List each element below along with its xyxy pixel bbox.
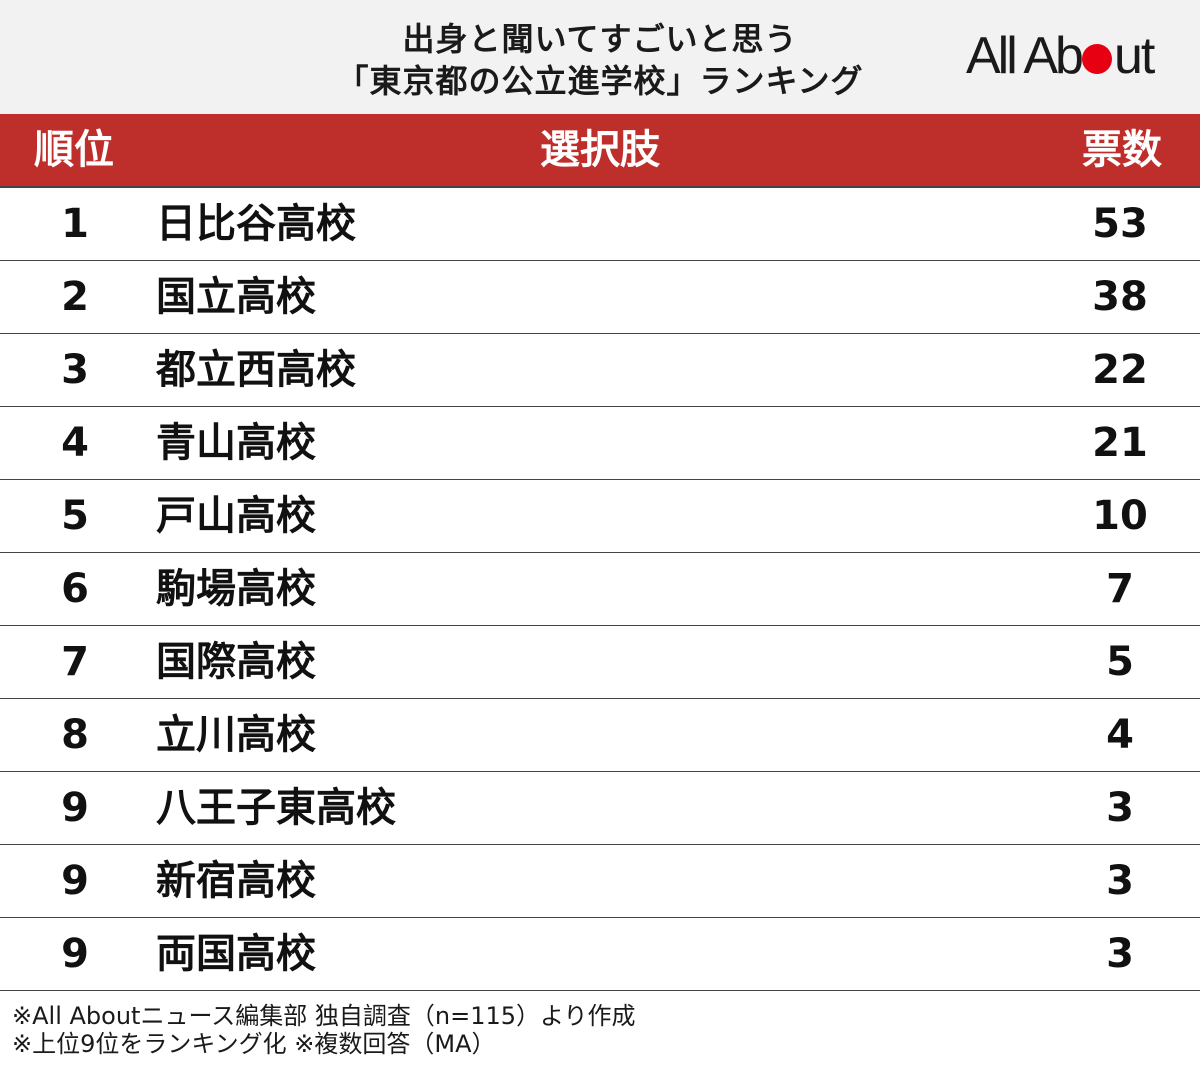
allabout-logo: All Ab ut [966, 27, 1155, 85]
footnotes: ※All Aboutニュース編集部 独自調査（n=115）より作成 ※上位9位を… [12, 1002, 636, 1058]
column-header-rank: 順位 [34, 127, 114, 173]
logo-red-dot-icon [1081, 44, 1112, 74]
table-row: 5 戸山高校 10 [0, 480, 1200, 553]
rank-cell: 1 [61, 201, 89, 247]
school-name-cell: 戸山高校 [156, 493, 316, 539]
school-name-cell: 八王子東高校 [156, 785, 396, 831]
votes-cell: 21 [1092, 420, 1148, 466]
votes-cell: 22 [1092, 347, 1148, 393]
title-line-1: 出身と聞いてすごいと思う [402, 20, 798, 58]
table-row: 3 都立西高校 22 [0, 334, 1200, 407]
rank-cell: 6 [61, 566, 89, 612]
table-row: 6 駒場高校 7 [0, 553, 1200, 626]
footnote-survey-source: ※All Aboutニュース編集部 独自調査（n=115）より作成 [12, 1002, 636, 1030]
table-row: 7 国際高校 5 [0, 626, 1200, 699]
logo-text-end: ut [1113, 27, 1155, 85]
ranking-table-body: 1 日比谷高校 53 2 国立高校 38 3 都立西高校 22 4 青山高校 2… [0, 186, 1200, 991]
school-name-cell: 両国高校 [156, 931, 316, 977]
page-title: 出身と聞いてすごいと思う 「東京都の公立進学校」ランキング [0, 18, 1200, 102]
school-name-cell: 国際高校 [156, 639, 316, 685]
school-name-cell: 青山高校 [156, 420, 316, 466]
rank-cell: 9 [61, 931, 89, 977]
column-header-choice: 選択肢 [540, 127, 660, 173]
rank-cell: 9 [61, 858, 89, 904]
school-name-cell: 新宿高校 [156, 858, 316, 904]
school-name-cell: 駒場高校 [156, 566, 316, 612]
table-row: 2 国立高校 38 [0, 261, 1200, 334]
footnote-ranking-note: ※上位9位をランキング化 ※複数回答（MA） [12, 1030, 496, 1058]
school-name-cell: 立川高校 [156, 712, 316, 758]
title-line-2: 「東京都の公立進学校」ランキング [336, 62, 864, 100]
votes-cell: 10 [1092, 493, 1148, 539]
column-header-votes: 票数 [1082, 127, 1162, 173]
votes-cell: 4 [1106, 712, 1134, 758]
votes-cell: 3 [1106, 931, 1134, 977]
school-name-cell: 都立西高校 [156, 347, 356, 393]
votes-cell: 3 [1106, 785, 1134, 831]
table-row: 4 青山高校 21 [0, 407, 1200, 480]
rank-cell: 9 [61, 785, 89, 831]
votes-cell: 53 [1092, 201, 1148, 247]
rank-cell: 4 [61, 420, 89, 466]
school-name-cell: 日比谷高校 [156, 201, 356, 247]
table-row: 9 両国高校 3 [0, 918, 1200, 991]
table-header: 順位 選択肢 票数 [0, 114, 1200, 186]
rank-cell: 8 [61, 712, 89, 758]
title-header: 出身と聞いてすごいと思う 「東京都の公立進学校」ランキング All Ab ut [0, 0, 1200, 114]
table-row: 1 日比谷高校 53 [0, 186, 1200, 261]
table-row: 8 立川高校 4 [0, 699, 1200, 772]
votes-cell: 7 [1106, 566, 1134, 612]
rank-cell: 2 [61, 274, 89, 320]
rank-cell: 7 [61, 639, 89, 685]
votes-cell: 38 [1092, 274, 1148, 320]
table-row: 9 八王子東高校 3 [0, 772, 1200, 845]
school-name-cell: 国立高校 [156, 274, 316, 320]
logo-text-start: All Ab [966, 27, 1084, 85]
rank-cell: 3 [61, 347, 89, 393]
votes-cell: 5 [1106, 639, 1134, 685]
rank-cell: 5 [61, 493, 89, 539]
table-row: 9 新宿高校 3 [0, 845, 1200, 918]
votes-cell: 3 [1106, 858, 1134, 904]
